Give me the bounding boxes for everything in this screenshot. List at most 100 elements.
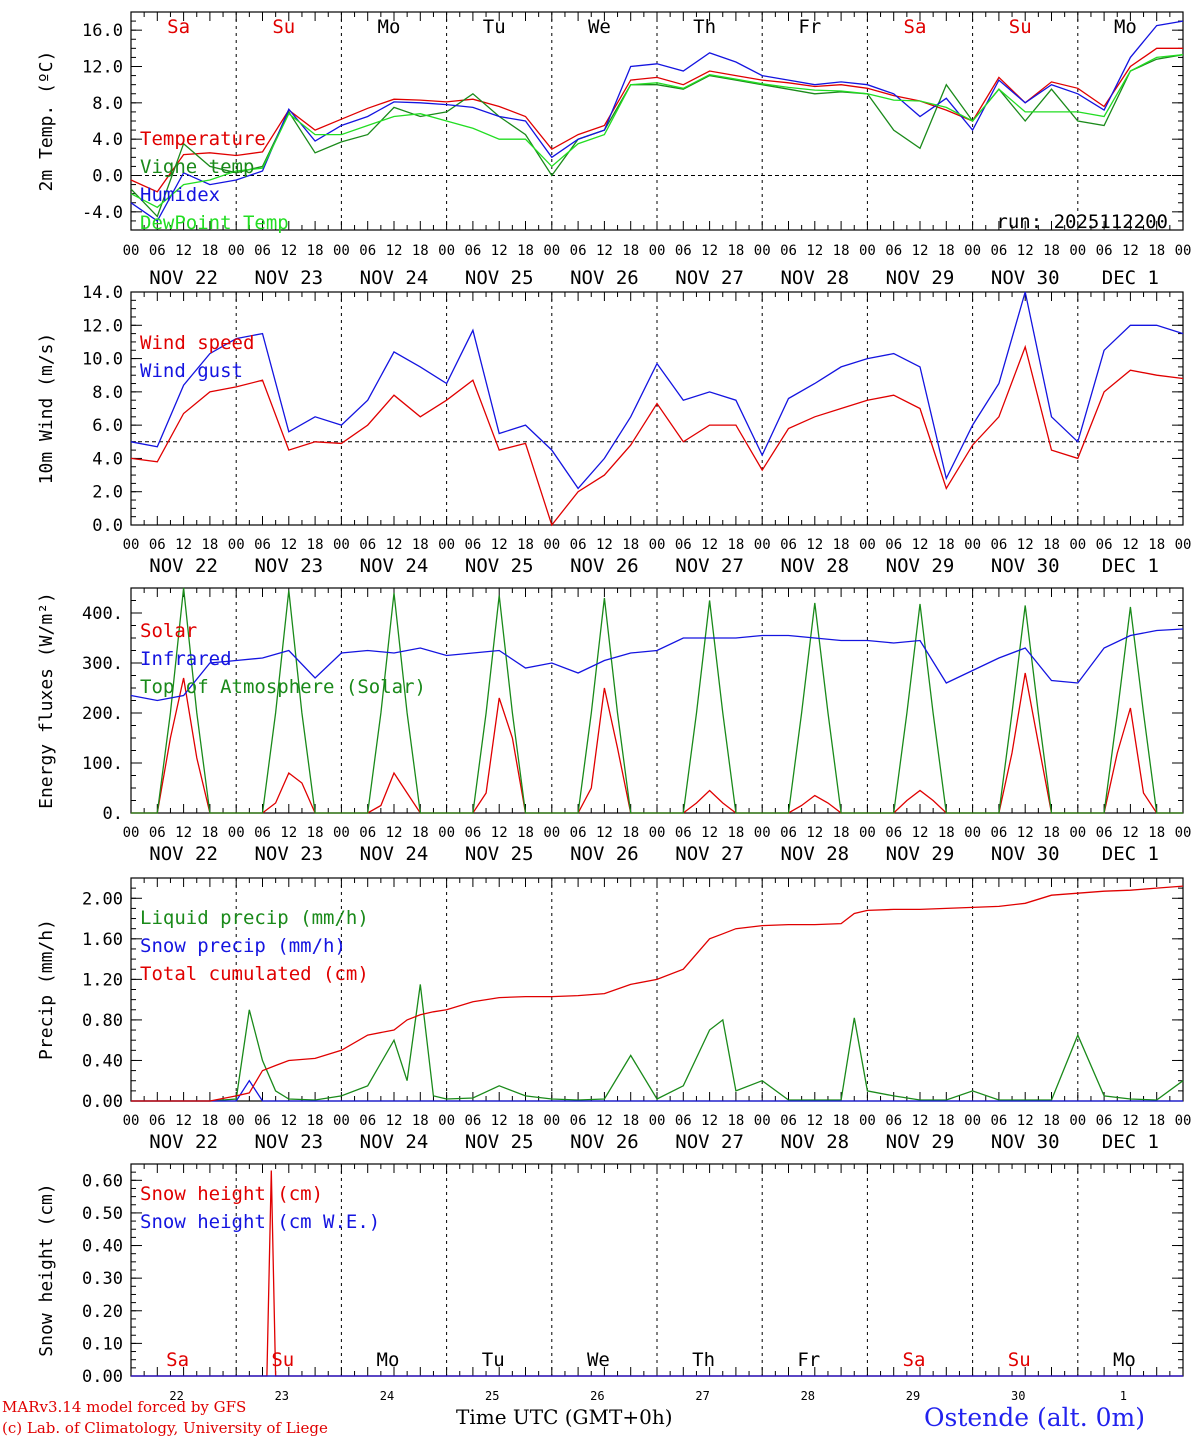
date-label: NOV 25: [465, 267, 534, 289]
series-line: [131, 587, 1183, 814]
y-tick-label: 14.0: [82, 283, 123, 303]
date-label: NOV 26: [570, 267, 639, 289]
day-number: 1: [1120, 1389, 1127, 1403]
date-label: NOV 28: [780, 1131, 849, 1153]
hour-label: 00: [754, 1113, 771, 1129]
hour-label: 12: [386, 537, 403, 553]
hour-label: 12: [596, 825, 613, 841]
hour-label: 12: [175, 537, 192, 553]
hour-label: 06: [254, 537, 271, 553]
hour-label: 18: [412, 243, 429, 259]
date-label: NOV 27: [675, 843, 744, 865]
day-name-bottom: Th: [692, 1349, 715, 1371]
hour-label: 06: [359, 825, 376, 841]
hour-label: 06: [885, 537, 902, 553]
hour-label: 18: [412, 825, 429, 841]
hour-label: 00: [964, 1113, 981, 1129]
hour-label: 00: [1069, 1113, 1086, 1129]
hour-label: 00: [1175, 243, 1192, 259]
day-number: 27: [695, 1389, 709, 1403]
hour-label: 00: [438, 537, 455, 553]
hour-label: 06: [990, 1113, 1007, 1129]
hour-label: 12: [912, 243, 929, 259]
y-tick-label: 0.60: [82, 1171, 123, 1191]
hour-label: 18: [307, 1113, 324, 1129]
hour-label: 06: [149, 1113, 166, 1129]
hour-label: 06: [990, 825, 1007, 841]
y-axis-title: Precip (mm/h): [36, 919, 57, 1060]
hour-label: 18: [727, 537, 744, 553]
date-label: NOV 27: [675, 267, 744, 289]
hour-label: 06: [149, 243, 166, 259]
hour-label: 00: [649, 537, 666, 553]
hour-label: 12: [1017, 825, 1034, 841]
hour-label: 00: [649, 1113, 666, 1129]
hour-label: 18: [622, 243, 639, 259]
hour-label: 06: [675, 1113, 692, 1129]
y-axis-title: 10m Wind (m/s): [36, 333, 57, 485]
legend-entry: Temperature: [140, 128, 266, 150]
legend-entry: Wind speed: [140, 332, 254, 354]
y-tick-label: 200.: [82, 704, 123, 724]
hour-label: 12: [175, 825, 192, 841]
hour-label: 18: [517, 1113, 534, 1129]
hour-label: 18: [1148, 1113, 1165, 1129]
y-tick-label: 0.: [103, 804, 123, 824]
hour-label: 18: [1043, 243, 1060, 259]
legend-entry: Wind gust: [140, 360, 243, 382]
hour-label: 06: [254, 825, 271, 841]
y-tick-label: 100.: [82, 754, 123, 774]
date-label: NOV 30: [991, 267, 1060, 289]
y-tick-label: 2.00: [82, 889, 123, 909]
hour-label: 06: [464, 825, 481, 841]
hour-label: 12: [806, 243, 823, 259]
hour-label: 12: [491, 537, 508, 553]
hour-label: 12: [1122, 1113, 1139, 1129]
hour-label: 12: [806, 825, 823, 841]
hour-label: 06: [885, 825, 902, 841]
hour-label: 12: [175, 1113, 192, 1129]
date-label: NOV 29: [886, 843, 955, 865]
hour-label: 06: [359, 243, 376, 259]
y-tick-label: 0.0: [92, 167, 123, 187]
hour-label: 18: [622, 537, 639, 553]
day-name-top: Mo: [1114, 16, 1137, 38]
hour-label: 00: [859, 825, 876, 841]
y-tick-label: 400.: [82, 604, 123, 624]
hour-label: 18: [727, 1113, 744, 1129]
date-label: NOV 23: [254, 843, 323, 865]
hour-label: 06: [464, 537, 481, 553]
hour-label: 18: [201, 825, 218, 841]
day-name-bottom: Mo: [377, 1349, 400, 1371]
hour-label: 18: [938, 825, 955, 841]
legend-entry: Snow precip (mm/h): [140, 935, 346, 957]
hour-label: 00: [1175, 825, 1192, 841]
station-name: Ostende (alt. 0m): [924, 1403, 1145, 1432]
hour-label: 18: [412, 537, 429, 553]
hour-label: 12: [806, 1113, 823, 1129]
day-name-top: Tu: [483, 16, 506, 38]
hour-label: 06: [1096, 825, 1113, 841]
date-label: NOV 27: [675, 555, 744, 577]
hour-label: 00: [123, 243, 140, 259]
hour-label: 06: [1096, 537, 1113, 553]
hour-label: 00: [438, 825, 455, 841]
date-label: NOV 25: [465, 1131, 534, 1153]
date-label: NOV 22: [149, 843, 218, 865]
hour-label: 06: [1096, 243, 1113, 259]
hour-label: 00: [333, 1113, 350, 1129]
hour-label: 00: [859, 537, 876, 553]
date-label: NOV 24: [360, 843, 429, 865]
hour-label: 06: [464, 243, 481, 259]
hour-label: 12: [596, 243, 613, 259]
hour-label: 12: [386, 825, 403, 841]
hour-label: 06: [885, 243, 902, 259]
hour-label: 06: [675, 537, 692, 553]
date-label: DEC 1: [1102, 843, 1159, 865]
y-tick-label: 4.0: [92, 130, 123, 150]
hour-label: 18: [1043, 825, 1060, 841]
y-tick-label: -4.0: [82, 203, 123, 223]
hour-label: 12: [491, 825, 508, 841]
series-line: [130, 54, 1184, 209]
day-number: 25: [485, 1389, 499, 1403]
